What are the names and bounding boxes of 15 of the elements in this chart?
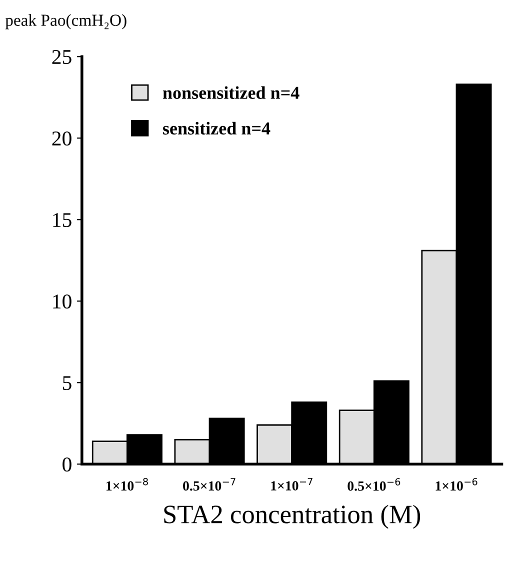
y-tick-label: 0 xyxy=(62,457,72,472)
y-tick-label: 10 xyxy=(53,294,72,309)
y-tick-label: 5 xyxy=(62,376,72,390)
y-tick-label: 15 xyxy=(53,213,72,228)
x-tick-label: 0.5×10$^{−6}$ xyxy=(348,478,400,491)
x-tick-label: 0.5×10$^{−7}$ xyxy=(183,478,236,491)
y-tick-label: 20 xyxy=(52,131,72,146)
y-axis-title: peak Pao(cmH₂O) xyxy=(5,14,126,30)
legend-label: sensitized n=4 xyxy=(163,122,270,135)
x-axis-title: STA2 concentration (M) xyxy=(164,504,420,529)
x-tick-label: 1×10$^{−8}$ xyxy=(106,478,148,491)
legend-label: nonsensitized n=4 xyxy=(162,86,300,99)
y-tick-label: 25 xyxy=(52,50,72,64)
x-tick-label: 1×10$^{−7}$ xyxy=(271,478,312,491)
x-tick-label: 1×10$^{−6}$ xyxy=(436,478,478,491)
